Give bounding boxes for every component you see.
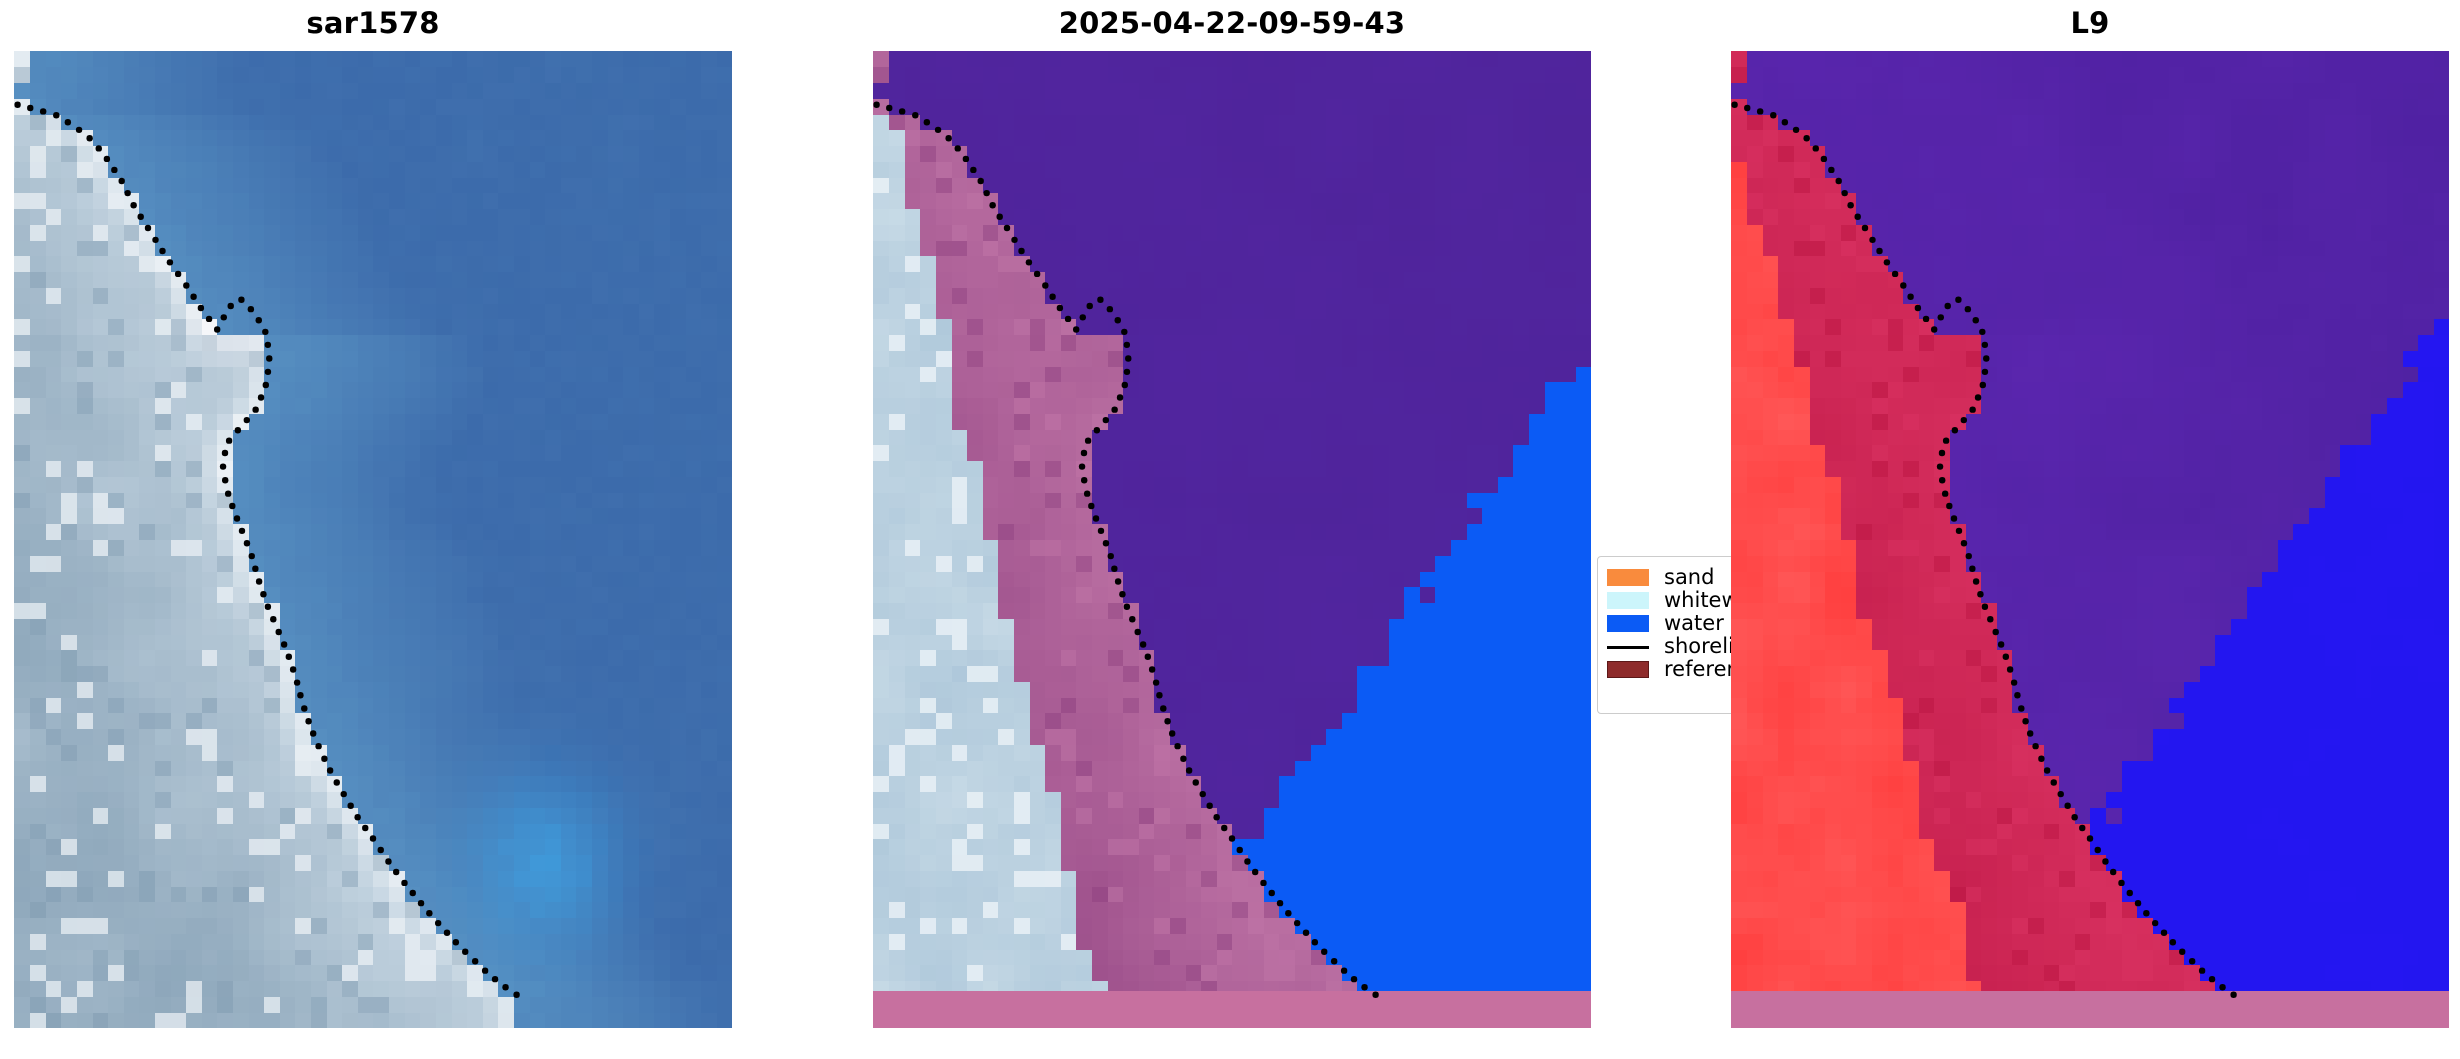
sand-swatch <box>1607 569 1649 586</box>
legend-item-whitewater[interactable]: whitewa <box>1607 589 1756 612</box>
panel-3-title: L9 <box>2070 6 2110 40</box>
reference-swatch <box>1607 661 1649 678</box>
legend-item-reference[interactable]: referen <box>1607 658 1756 681</box>
water-swatch <box>1607 615 1649 632</box>
legend-label-water: water <box>1664 611 1724 635</box>
legend-item-sand[interactable]: sand <box>1607 566 1756 589</box>
legend-label-sand: sand <box>1664 565 1715 589</box>
panel-3-axes <box>1731 51 2449 1028</box>
panel-l9: L9 <box>1731 0 2460 1059</box>
legend-label-whitewater: whitewa <box>1664 588 1752 612</box>
whitewater-swatch <box>1607 592 1649 609</box>
panel-sar1578: sar1578 <box>0 0 746 1059</box>
panel-2-title: 2025-04-22-09-59-43 <box>1058 6 1406 40</box>
panel-classification: 2025-04-22-09-59-43 <box>860 0 1605 1059</box>
legend-item-water[interactable]: water <box>1607 612 1756 635</box>
panel-1-title: sar1578 <box>306 6 440 40</box>
legend-label-reference: referen <box>1664 657 1740 681</box>
shoreline-line-swatch <box>1607 638 1649 655</box>
panel-2-axes <box>873 51 1591 1028</box>
legend-label-shoreline: shoreli <box>1664 634 1734 658</box>
panel-1-axes <box>14 51 732 1028</box>
legend-item-shoreline[interactable]: shoreli <box>1607 635 1756 658</box>
